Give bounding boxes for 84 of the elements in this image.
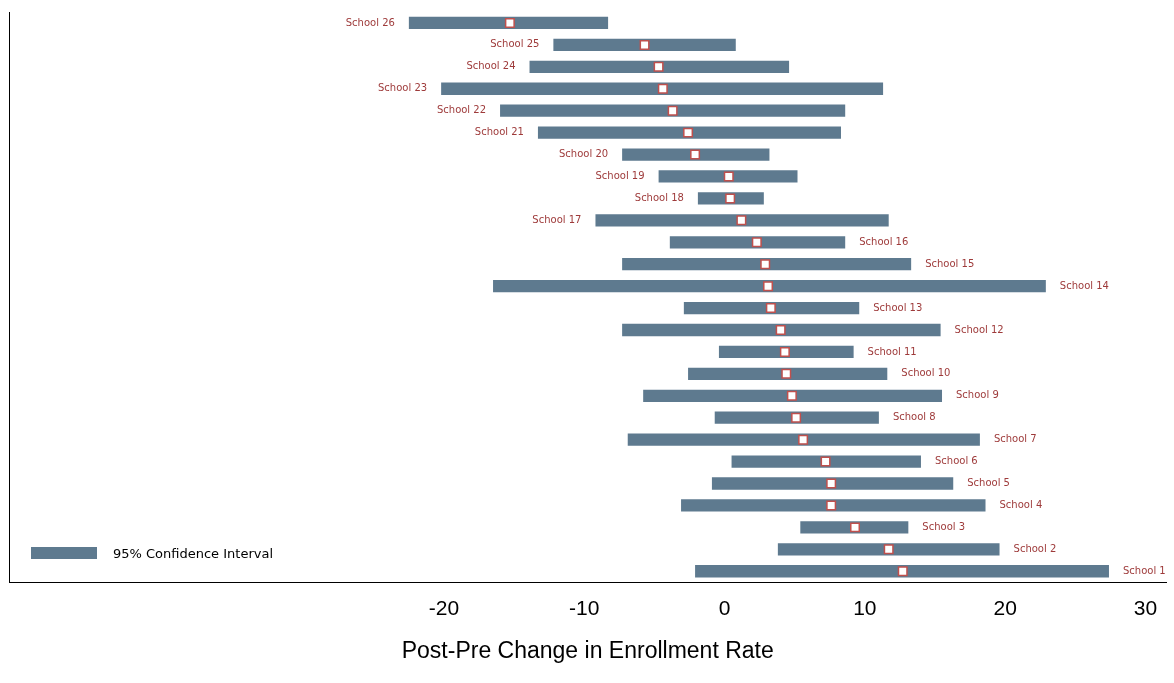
y-tick-label: School 13	[873, 301, 923, 313]
point	[786, 390, 797, 401]
y-tick-label: School 24	[466, 60, 516, 72]
y-tick-label: School 23	[378, 82, 428, 94]
y-tick-label: School 20	[559, 148, 609, 160]
point	[723, 171, 734, 182]
bar	[627, 433, 980, 446]
bar	[800, 521, 909, 534]
point	[760, 259, 771, 270]
bar	[529, 60, 790, 73]
point	[779, 346, 790, 357]
y-tick-label: School 3	[922, 520, 966, 532]
y-tick-label: School 11	[867, 345, 917, 357]
point	[639, 39, 650, 50]
point	[690, 149, 701, 160]
bar	[688, 367, 888, 380]
x-tick-label: 0	[718, 595, 731, 619]
bar	[441, 82, 884, 95]
point	[826, 478, 837, 489]
bar	[643, 389, 943, 402]
point	[667, 105, 678, 116]
x-tick-label: -20	[428, 595, 460, 619]
bar	[500, 104, 846, 117]
bar	[669, 236, 846, 249]
point	[791, 412, 802, 423]
bar	[595, 214, 889, 227]
bar	[695, 565, 1109, 578]
y-tick-label: School 21	[474, 126, 524, 138]
point	[883, 544, 894, 555]
bar	[711, 477, 954, 490]
point	[820, 456, 831, 467]
bar	[493, 279, 1046, 293]
bar	[622, 148, 770, 161]
point	[657, 83, 668, 94]
text: 95% Confidence Interval	[113, 545, 274, 561]
point	[653, 61, 664, 72]
y-tick-label: School 1	[1122, 564, 1166, 576]
bar	[681, 499, 986, 512]
x-tick-label: 20	[993, 595, 1017, 619]
y-tick-label: School 22	[436, 104, 487, 116]
y-tick-label: School 10	[901, 367, 951, 379]
y-tick-label: School 12	[954, 323, 1004, 335]
y-tick-label: School 14	[1059, 279, 1109, 291]
y-tick-label: School 5	[967, 477, 1010, 489]
bar	[622, 323, 941, 337]
point	[504, 17, 515, 28]
bar	[777, 543, 1000, 556]
x-tick-label: 10	[853, 595, 877, 619]
point	[781, 368, 792, 379]
bar	[537, 126, 841, 139]
y-tick-label: School 17	[532, 213, 582, 225]
y-tick-label: School 7	[993, 433, 1037, 445]
y-tick-label: School 6	[934, 455, 978, 467]
y-tick-label: School 9	[956, 389, 999, 401]
bar	[718, 345, 854, 359]
point	[736, 215, 747, 226]
bar	[553, 38, 736, 52]
point	[763, 281, 774, 292]
bar	[683, 301, 860, 315]
bar	[622, 258, 912, 271]
bar	[731, 455, 921, 468]
point	[850, 522, 861, 533]
point	[826, 500, 837, 511]
bar	[408, 16, 609, 30]
y-tick-label: School 4	[999, 499, 1043, 511]
x-axis-title: Post-Pre Change in Enrollment Rate	[401, 636, 774, 663]
x-tick-label: 30	[1133, 595, 1158, 619]
y-tick-label: School 16	[859, 235, 909, 247]
point	[765, 303, 776, 314]
y-tick-label: School 25	[490, 38, 540, 50]
point	[775, 325, 786, 335]
point	[897, 566, 908, 577]
bar	[658, 170, 798, 183]
y-tick-label: School 15	[925, 257, 975, 269]
point	[751, 237, 762, 248]
y-tick-label: School 19	[595, 170, 645, 182]
bar	[714, 411, 879, 424]
point	[798, 434, 809, 445]
y-tick-label: School 2	[1013, 542, 1057, 554]
point	[683, 127, 694, 138]
y-tick-label: School 8	[892, 411, 936, 423]
x-tick-label: -10	[569, 595, 600, 619]
y-tick-label: School 18	[634, 192, 684, 204]
y-tick-label: School 26	[345, 16, 395, 28]
